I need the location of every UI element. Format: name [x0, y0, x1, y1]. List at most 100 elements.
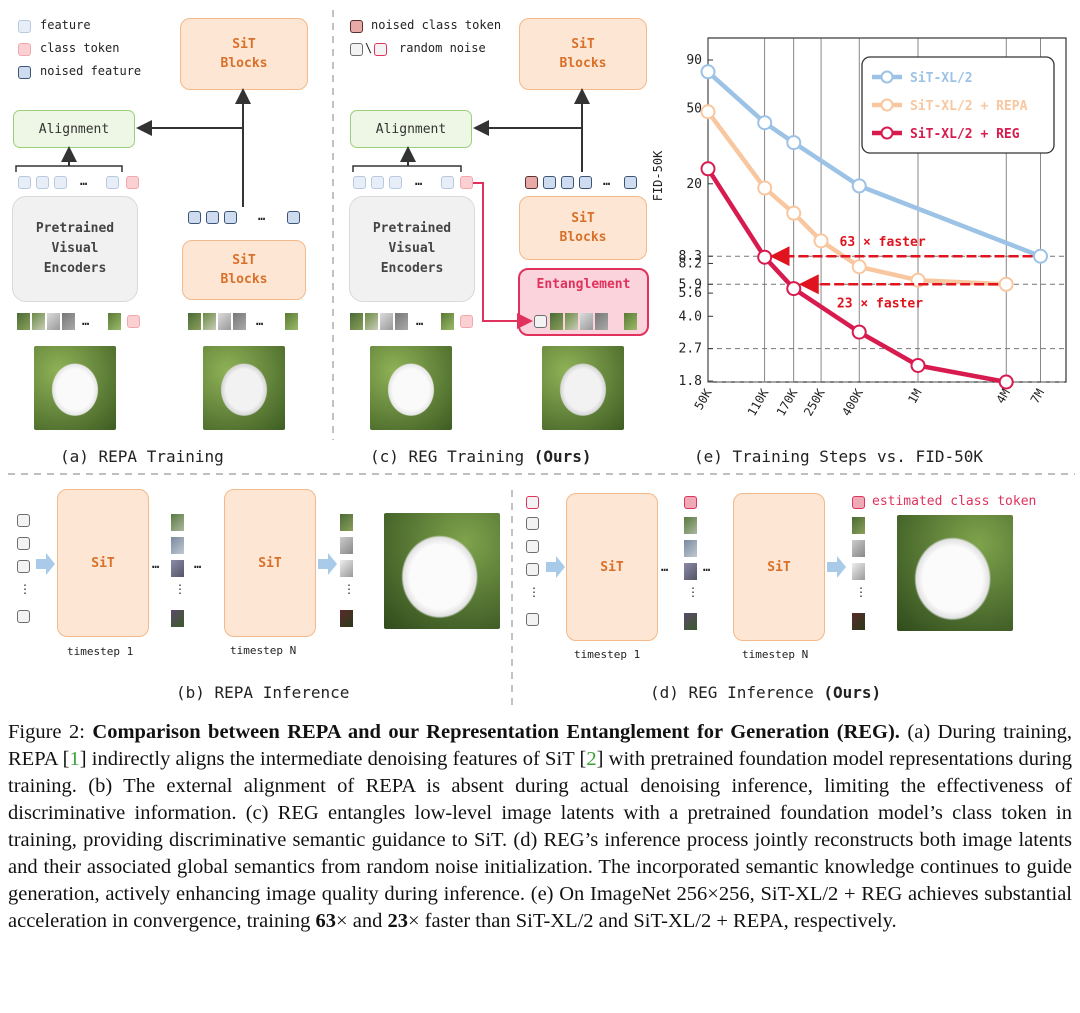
sit-blocks-middle-c: SiT Blocks [519, 196, 647, 260]
series-point-1 [813, 233, 829, 249]
feature-token [353, 176, 366, 189]
caption-d: (d) REG Inference (Ours) [650, 683, 882, 702]
latent-patch [340, 537, 353, 554]
legend-marker [880, 98, 894, 112]
sit-blocks-bottom-a: SiT Blocks [182, 240, 306, 300]
series-point-2 [851, 324, 867, 340]
vdots: ⋮ [528, 585, 540, 599]
vdots: ⋮ [19, 582, 31, 596]
class-token [460, 315, 473, 328]
timestep-n-label-d: timestep N [742, 648, 809, 661]
noise-token [17, 610, 30, 623]
legend-random-noise-label: random noise [399, 41, 486, 55]
generated-dog-d [897, 515, 1013, 631]
series-point-1 [851, 259, 867, 275]
series-point-2 [998, 374, 1014, 390]
series-point-0 [786, 135, 802, 151]
legend-slash: \ [365, 41, 373, 55]
legend-random-noise-class-swatch [374, 43, 387, 56]
latent-patch [852, 517, 865, 534]
latent-patch [852, 540, 865, 557]
figure-title: Comparison between REPA and our Represen… [92, 721, 900, 743]
image-patch [108, 313, 121, 330]
latent-patch [684, 563, 697, 580]
series-point-2 [700, 161, 716, 177]
noised-feature-token [624, 176, 637, 189]
feature-token [54, 176, 67, 189]
series-line-2 [706, 167, 1007, 385]
figure-caption: Figure 2: Comparison between REPA and ou… [8, 721, 1073, 932]
y-tick-label: 8.2 [679, 256, 702, 271]
latent-patch [171, 560, 184, 577]
y-tick-label: 1.8 [679, 374, 702, 389]
sit-blocks-top-a: SiT Blocks [180, 18, 308, 90]
sit-blocks-top-c: SiT Blocks [519, 18, 647, 90]
noised-feature-token [561, 176, 574, 189]
caption-c: (c) REG Training (Ours) [370, 447, 592, 466]
feature-token [389, 176, 402, 189]
noised-image-patch [188, 313, 201, 330]
feature-token [18, 176, 31, 189]
image-patch [32, 313, 45, 330]
feature-token [371, 176, 384, 189]
noised-feature-token [543, 176, 556, 189]
latent-patch [684, 517, 697, 534]
series-point-1 [786, 205, 802, 221]
ellipsis: … [80, 174, 88, 188]
alignment-box-a: Alignment [13, 110, 135, 148]
image-patch [395, 313, 408, 330]
ref-2[interactable]: 2 [586, 748, 597, 770]
y-tick-label: 8.3 [679, 249, 702, 264]
class-token [127, 315, 140, 328]
noise-token [17, 514, 30, 527]
sit-step1-b: SiT [57, 489, 149, 637]
noised-image-patch [580, 313, 593, 330]
image-patch [380, 313, 393, 330]
latent-patch [852, 613, 865, 630]
estimated-class-token-label: estimated class token [872, 494, 1037, 509]
legend-marker [880, 126, 894, 140]
x-tick-label: 250K [801, 386, 828, 419]
noised-dog-image [203, 346, 285, 430]
noise-token [17, 560, 30, 573]
ellipsis: … [703, 560, 711, 574]
noise-token [526, 540, 539, 553]
legend-marker [880, 70, 894, 84]
sit-stepN-d: SiT [733, 493, 825, 641]
legend-label: SiT-XL/2 [910, 71, 973, 86]
noised-image-patch [203, 313, 216, 330]
panel-a-arrows [15, 88, 251, 207]
legend-class-token-label: class token [40, 41, 120, 55]
y-tick-label: 20 [686, 177, 702, 192]
sit-stepN-b: SiT [224, 489, 316, 637]
x-tick-label: 7M [1028, 387, 1047, 407]
legend-noised-class-token-label: noised class token [371, 18, 502, 32]
ellipsis: … [416, 314, 424, 328]
ellipsis: … [415, 174, 423, 188]
y-tick-label: 90 [686, 53, 702, 68]
separators [8, 10, 1075, 705]
noised-dog-image [542, 346, 624, 430]
generated-dog-b [384, 513, 500, 629]
ellipsis: … [256, 314, 264, 328]
image-patch [365, 313, 378, 330]
ref-1[interactable]: 1 [69, 748, 80, 770]
x-tick-label: 1M [905, 387, 924, 407]
latent-patch [171, 610, 184, 627]
pretrained-encoder-c: Pretrained Visual Encoders [349, 196, 475, 302]
figure-label: Figure 2: [8, 721, 93, 743]
latent-patch [684, 540, 697, 557]
series-point-2 [757, 249, 773, 265]
speedup-label: 23 × faster [837, 296, 923, 311]
ellipsis: … [258, 209, 266, 223]
noised-image-patch [550, 313, 563, 330]
series-point-0 [757, 115, 773, 131]
sit-step1-d: SiT [566, 493, 658, 641]
dog-image [370, 346, 452, 430]
legend-noised-feature-label: noised feature [40, 64, 142, 78]
noised-feature-token [206, 211, 219, 224]
legend-label: SiT-XL/2 + REG [910, 127, 1020, 142]
vdots: ⋮ [174, 582, 186, 596]
y-tick-label: 2.7 [679, 342, 702, 357]
y-tick-label: 4.0 [679, 309, 702, 324]
